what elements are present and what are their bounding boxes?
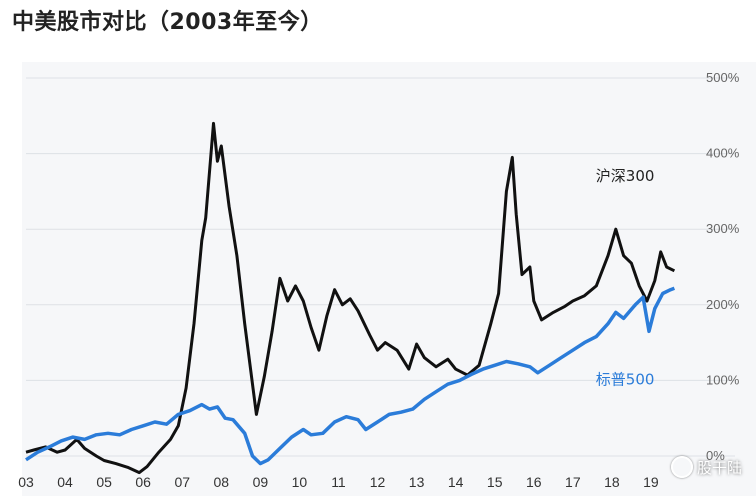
watermark-text: 股干陆 — [696, 458, 742, 477]
y-tick-label: 100% — [706, 372, 740, 387]
x-tick-label: 11 — [331, 474, 346, 490]
x-tick-label: 19 — [643, 474, 659, 490]
x-tick-label: 03 — [18, 474, 34, 490]
x-tick-label: 16 — [526, 474, 542, 490]
x-tick-label: 07 — [174, 474, 190, 490]
chart-title: 中美股市对比（2003年至今） — [12, 10, 323, 35]
x-tick-label: 10 — [292, 474, 308, 490]
y-tick-label: 200% — [706, 297, 740, 312]
x-tick-label: 04 — [57, 474, 73, 490]
x-tick-label: 05 — [96, 474, 112, 490]
x-tick-label: 08 — [214, 474, 230, 490]
x-tick-label: 06 — [135, 474, 151, 490]
y-tick-label: 0% — [706, 448, 725, 463]
x-tick-label: 14 — [448, 474, 464, 490]
series-label: 标普500 — [596, 370, 655, 388]
y-tick-label: 400% — [706, 146, 740, 161]
y-tick-label: 500% — [706, 70, 740, 85]
x-tick-label: 13 — [409, 474, 425, 490]
x-tick-label: 18 — [604, 474, 620, 490]
x-tick-label: 12 — [370, 474, 386, 490]
y-tick-label: 300% — [706, 221, 740, 236]
series-line-sp500 — [25, 286, 676, 466]
x-tick-label: 09 — [253, 474, 269, 490]
series-line-hs300 — [25, 121, 676, 475]
x-tick-label: 15 — [487, 474, 503, 490]
x-tick-label: 17 — [565, 474, 581, 490]
series-label: 沪深300 — [596, 167, 655, 185]
watermark: 股干陆 — [670, 456, 742, 478]
weibo-icon — [670, 456, 693, 478]
